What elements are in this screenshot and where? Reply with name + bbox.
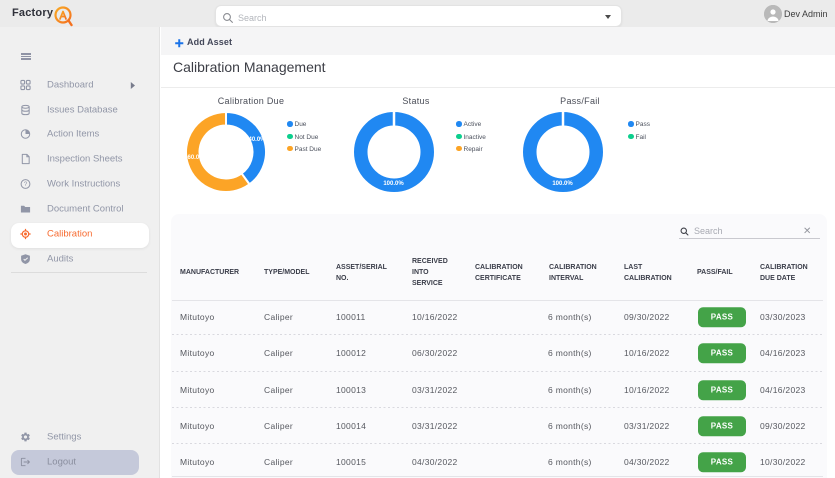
svg-text:?: ? (24, 181, 28, 188)
